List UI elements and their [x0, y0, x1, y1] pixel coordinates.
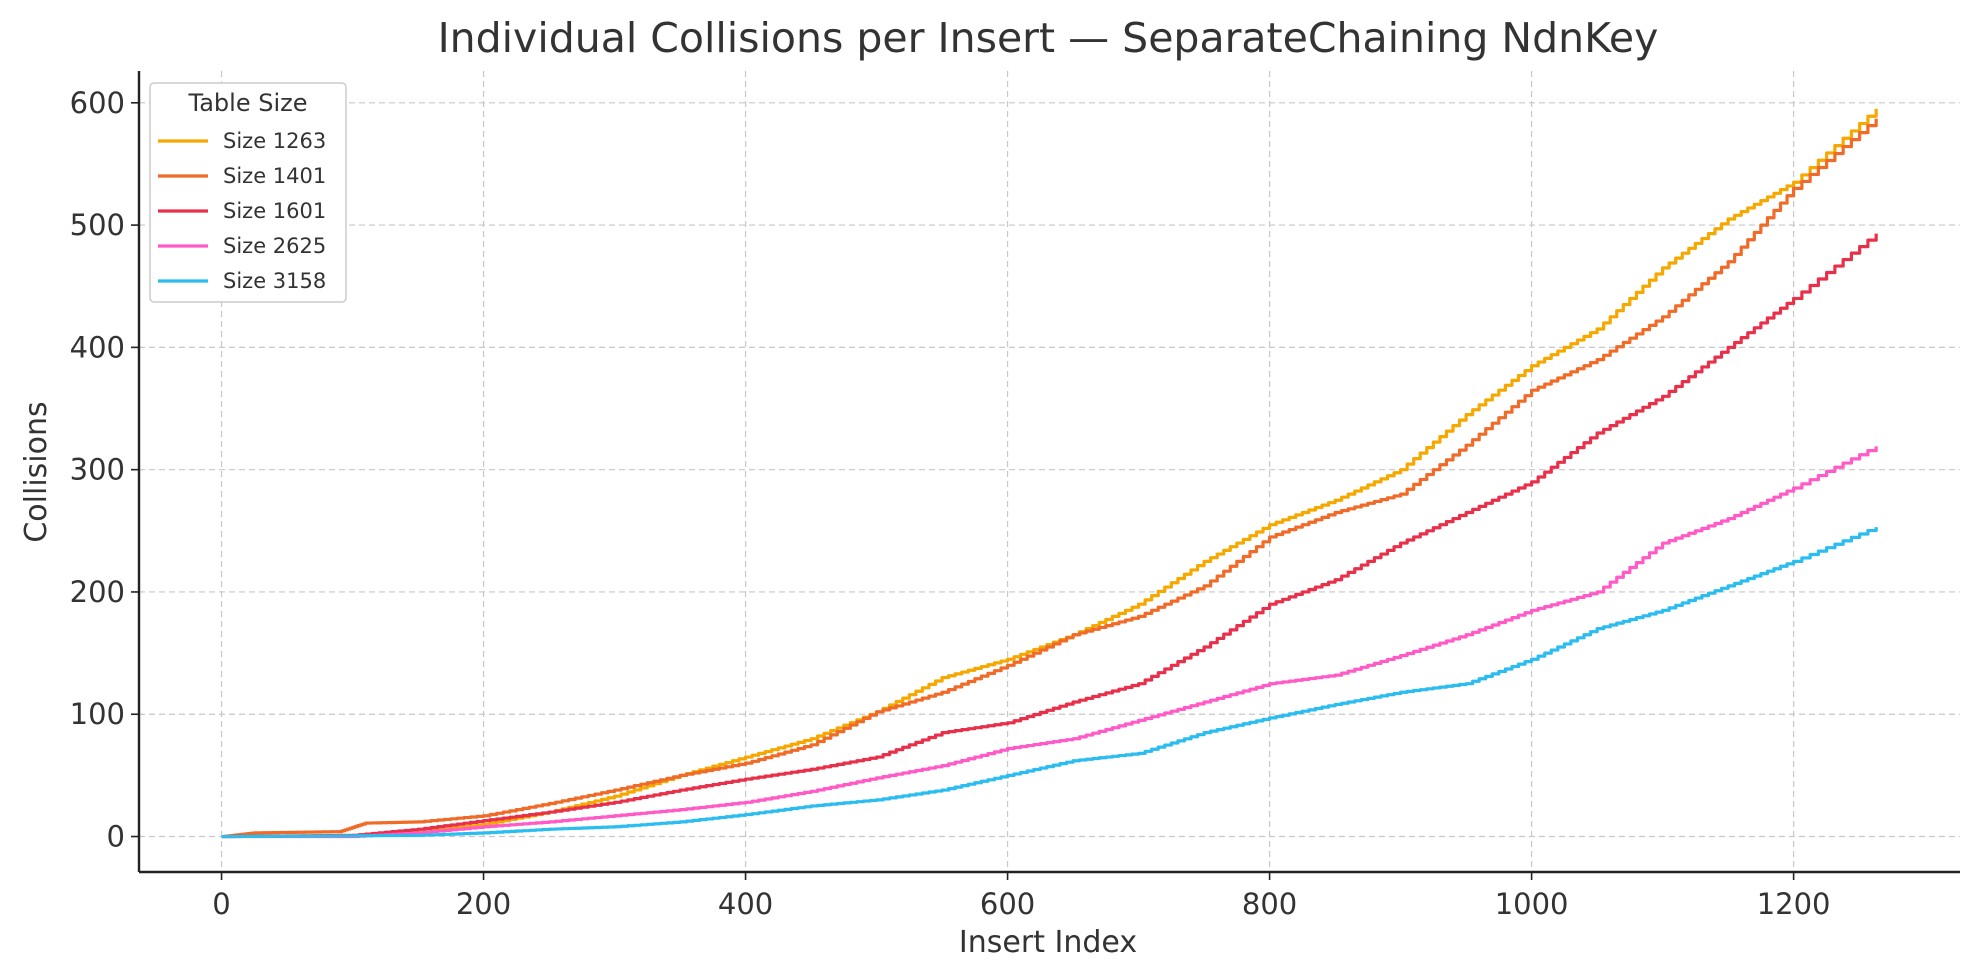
x-axis-label: Insert Index	[959, 925, 1137, 960]
chart-title: Individual Collisions per Insert — Separ…	[438, 14, 1659, 62]
x-tick-label: 1200	[1757, 887, 1831, 921]
legend-label-size-1401: Size 1401	[223, 164, 326, 188]
legend-label-size-1263: Size 1263	[223, 129, 326, 153]
series-line-size-1401	[221, 118, 1878, 839]
x-tick-label: 1000	[1495, 887, 1569, 921]
grid-layer	[139, 71, 1960, 872]
x-tick-label: 600	[980, 887, 1035, 921]
legend-label-size-1601: Size 1601	[223, 199, 326, 223]
x-tick-label: 800	[1242, 887, 1297, 921]
series-layer	[221, 108, 1878, 839]
y-tick-label: 500	[70, 208, 125, 242]
y-tick-label: 200	[70, 575, 125, 609]
axes-layer: 0 200 400 600 800 1000 1200 0 100 200 300 400 500 600	[70, 71, 1960, 921]
series-line-size-1263	[221, 108, 1878, 839]
y-tick-label: 600	[70, 86, 125, 120]
y-tick-label: 0	[107, 820, 125, 854]
series-line-size-3158	[221, 527, 1878, 839]
y-tick-label: 100	[70, 697, 125, 731]
legend-label-size-3158: Size 3158	[223, 269, 326, 293]
series-line-size-2625	[221, 446, 1878, 839]
y-tick-label: 400	[70, 330, 125, 364]
legend-label-size-2625: Size 2625	[223, 234, 326, 258]
y-axis-label: Collisions	[19, 401, 54, 542]
y-tick-label: 300	[70, 453, 125, 487]
x-tick-label: 400	[718, 887, 773, 921]
x-tick-label: 0	[212, 887, 230, 921]
legend-items: Size 1263 Size 1401 Size 1601 Size 2625 Size…	[158, 129, 326, 293]
legend-title: Table Size	[188, 89, 308, 117]
x-tick-label: 200	[456, 887, 511, 921]
series-line-size-1601	[221, 233, 1878, 839]
